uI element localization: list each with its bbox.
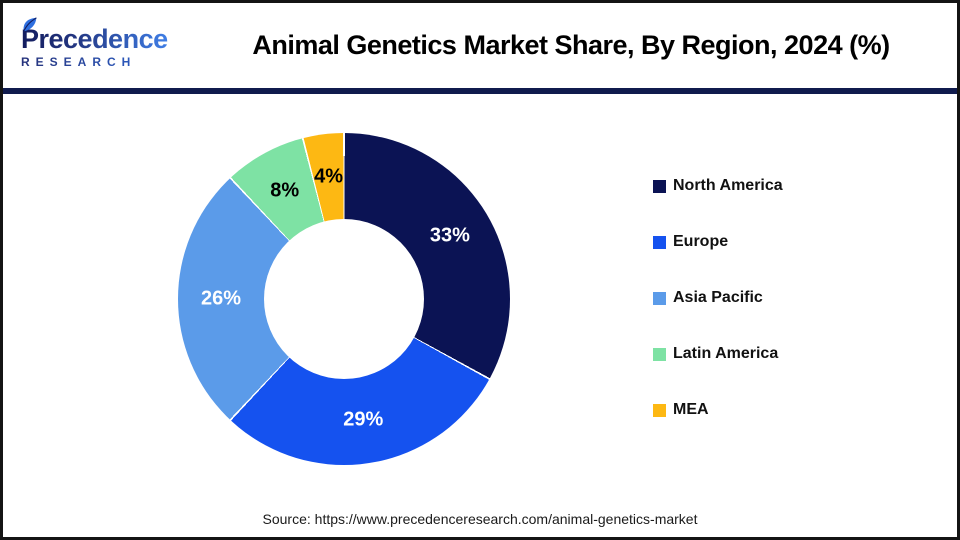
chart-title: Animal Genetics Market Share, By Region,… [252, 30, 890, 60]
legend-swatch-icon [653, 291, 666, 305]
chart-area: 33% 29% 26% 8% 4% North America Europe Asia Pa… [3, 94, 957, 537]
legend-label: North America [673, 177, 783, 194]
logo-subtitle: RESEARCH [21, 56, 211, 68]
legend-label: Europe [673, 233, 729, 250]
legend-item: MEA [653, 401, 783, 418]
header-divider [3, 88, 957, 94]
logo-wordmark: Precedence [21, 23, 168, 54]
slice-label: 8% [270, 179, 300, 202]
legend-item: Latin America [653, 345, 783, 362]
header: Precedence RESEARCH Animal Genetics Mark… [3, 3, 957, 88]
legend-label: Asia Pacific [673, 289, 763, 306]
slice-label: 33% [429, 224, 470, 247]
slice-label: 4% [314, 165, 344, 188]
legend-swatch-icon [653, 235, 666, 249]
donut-chart: 33% 29% 26% 8% 4% [178, 133, 510, 465]
legend-item: Europe [653, 233, 783, 250]
source-citation: Source: https://www.precedenceresearch.c… [262, 511, 698, 527]
legend-swatch-icon [653, 179, 666, 193]
slice-label: 26% [200, 287, 242, 310]
legend-swatch-icon [653, 403, 666, 417]
chart-legend: North America Europe Asia Pacific Latin Ame… [653, 177, 783, 458]
legend-label: MEA [673, 401, 709, 418]
precedence-research-logo: Precedence RESEARCH [21, 16, 211, 68]
legend-label: Latin America [673, 345, 779, 362]
donut-hole [264, 219, 424, 379]
legend-swatch-icon [653, 347, 666, 361]
legend-item: Asia Pacific [653, 289, 783, 306]
slice-label: 29% [343, 408, 384, 431]
legend-item: North America [653, 177, 783, 194]
